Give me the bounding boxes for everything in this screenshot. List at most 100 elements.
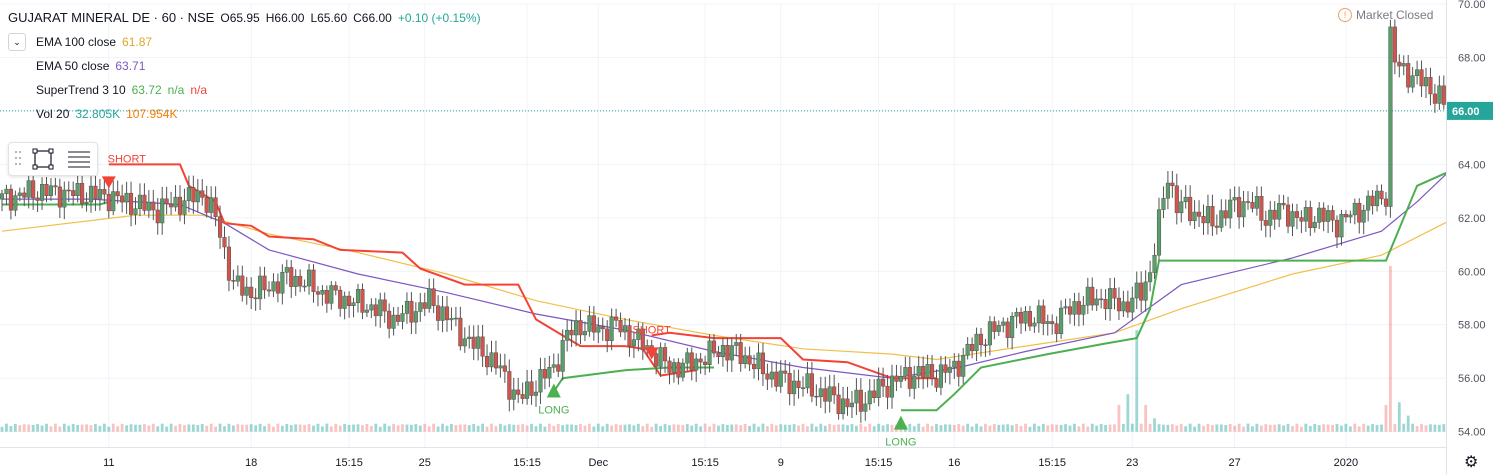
candle [1419,60,1424,97]
candle-body [1383,198,1389,207]
candle [1415,60,1420,85]
candle [97,179,102,211]
candle [369,298,374,319]
select-rectangle-icon[interactable] [29,145,57,173]
volume-bar [1202,425,1205,432]
volume-bar [739,425,743,432]
volume-bar [1122,423,1125,432]
candle-body [1072,301,1077,315]
volume-bar [552,425,556,432]
volume-bar [752,423,756,432]
supertrend-row[interactable]: SuperTrend 3 10 63.72 n/a n/a [8,78,481,102]
candle-body [1170,182,1175,187]
candle-body [618,320,623,333]
menu-lines-icon[interactable] [65,145,93,173]
volume-bar [725,424,729,432]
candle [600,317,605,341]
candle-body [1375,190,1380,207]
settings-gear-icon[interactable]: ⚙ [1464,454,1479,471]
volume-bar [547,423,551,432]
candle [631,332,636,358]
volume-bar [1224,425,1228,432]
volume-bar [921,426,925,432]
candle [756,343,761,381]
volume-bar [494,426,498,432]
candle [275,273,280,303]
candle-body [1076,301,1081,315]
volume-bar [1411,423,1415,432]
candle [293,269,298,296]
volume-bar [160,423,164,432]
supertrend-label: SuperTrend 3 10 [36,83,126,97]
long-arrow [893,415,908,430]
drag-handle-icon[interactable] [15,151,21,167]
candle-body [1054,323,1059,335]
candle [102,178,107,205]
candle-body [1432,93,1437,104]
candle-body [1081,304,1086,315]
candle [226,236,231,292]
volume-bar [134,424,137,432]
ema100-row[interactable]: ⌄ EMA 100 close 61.87 [8,30,481,54]
volume-bar [828,423,832,432]
candle [498,353,503,378]
trade-signals: SHORT LONG SHORT LONG [101,153,916,449]
ema50-row[interactable]: EMA 50 close 63.71 [8,54,481,78]
candle-body [1041,305,1046,324]
candle [204,185,209,218]
time-axis[interactable]: 11 18 15:15 25 15:15 Dec 15:15 9 15:15 16 15:15 23 2… [0,447,1446,474]
candle [1027,305,1033,331]
candle [996,320,1001,336]
volume-bar [1375,424,1379,432]
candle [298,269,303,293]
candle [4,184,9,206]
high-value: H66.00 [265,11,305,25]
candle [324,285,329,313]
candle-body [533,391,539,396]
candle-body [480,336,485,357]
candles[interactable] [0,19,1451,423]
candle-body [658,347,663,367]
candle-body [881,378,886,387]
price-axis[interactable]: 54.00 56.00 58.00 60.00 62.00 64.00 66.00 68.00… [1446,0,1494,474]
volume-bar [556,423,560,432]
candle [854,378,859,416]
candle-body [1130,297,1135,313]
candle [1032,317,1037,333]
volume-bar [232,425,235,432]
volume-bar [961,425,965,432]
candle [618,312,623,337]
volume-bar [18,425,22,432]
candle [1019,307,1024,334]
volume-bar [13,423,17,432]
volume-bar [814,426,818,432]
volume-bar [917,423,921,432]
volume-bar [952,424,956,432]
volume-bar [761,423,765,432]
volume-bar [111,423,115,432]
candle-body [943,364,948,373]
candle-body [80,183,85,204]
volume-bar [797,425,800,432]
candle-body [289,267,294,287]
candle [120,184,125,213]
candle [40,177,45,210]
volume-bar [1273,424,1277,432]
collapse-chevron-icon[interactable]: ⌄ [8,33,26,51]
candle-body [453,317,458,320]
volume-bar [285,423,289,432]
symbol-title[interactable]: GUJARAT MINERAL DE · 60 · NSE [8,10,215,25]
volume-bar [1326,424,1330,432]
candle [1410,67,1415,93]
candle-body [903,367,908,377]
candle [778,360,783,393]
volume-row[interactable]: Vol 20 32.805K 107.954K [8,102,481,126]
candle [13,190,18,217]
candle [1361,204,1366,235]
candle-body [1085,286,1090,306]
time-tick-label: 27 [1229,457,1241,469]
candle [1223,199,1228,226]
volume-bar [1135,330,1139,432]
volume-bar [503,425,507,432]
